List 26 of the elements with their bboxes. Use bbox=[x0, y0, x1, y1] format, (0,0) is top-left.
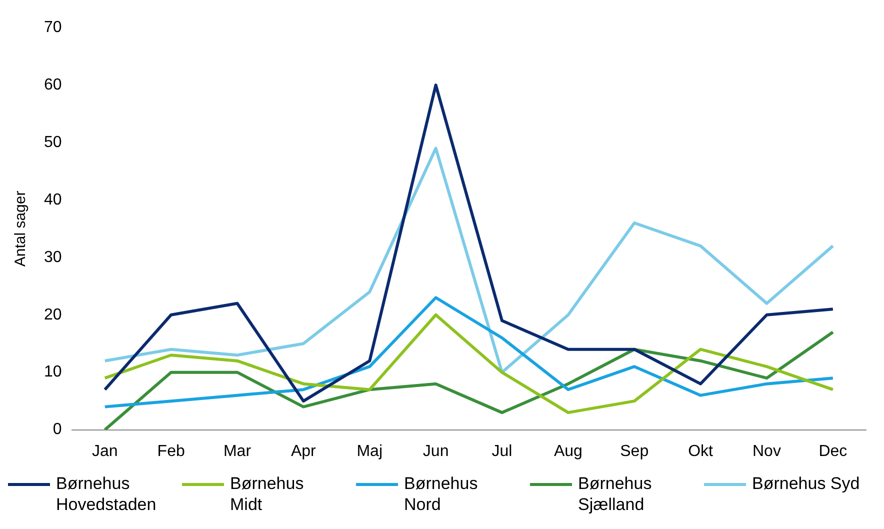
x-tick-label: Mar bbox=[223, 442, 252, 460]
x-tick-label: Nov bbox=[752, 442, 781, 460]
y-tick-label: 10 bbox=[44, 364, 62, 381]
legend-label: Børnehus Nord bbox=[404, 473, 479, 515]
x-tick-label: Jul bbox=[492, 442, 512, 460]
x-tick-label: Feb bbox=[157, 442, 185, 460]
y-tick-label: 20 bbox=[44, 306, 62, 324]
y-tick-label: 40 bbox=[44, 191, 62, 208]
y-tick-label: 60 bbox=[44, 76, 62, 94]
x-tick-label: Sep bbox=[620, 442, 649, 460]
y-tick-label: 70 bbox=[44, 19, 62, 36]
y-axis-title: Antal sager bbox=[12, 190, 30, 267]
legend-label: Børnehus Hovedstaden bbox=[56, 473, 158, 515]
x-tick-label: Jun bbox=[422, 442, 449, 460]
x-tick-label: Aug bbox=[554, 442, 582, 460]
x-tick-label: Okt bbox=[688, 442, 714, 460]
y-tick-label: 50 bbox=[44, 134, 62, 151]
x-tick-label: Maj bbox=[356, 442, 383, 460]
x-tick-label: Dec bbox=[818, 442, 848, 460]
legend-label: Børnehus Sjælland bbox=[578, 473, 653, 515]
y-tick-label: 0 bbox=[52, 421, 62, 438]
x-tick-label: Apr bbox=[290, 442, 317, 460]
legend-label: Børnehus Syd bbox=[752, 473, 861, 494]
y-tick-label: 30 bbox=[44, 248, 62, 266]
legend-label: Børnehus Midt bbox=[230, 473, 305, 515]
x-tick-label: Jan bbox=[92, 442, 118, 460]
